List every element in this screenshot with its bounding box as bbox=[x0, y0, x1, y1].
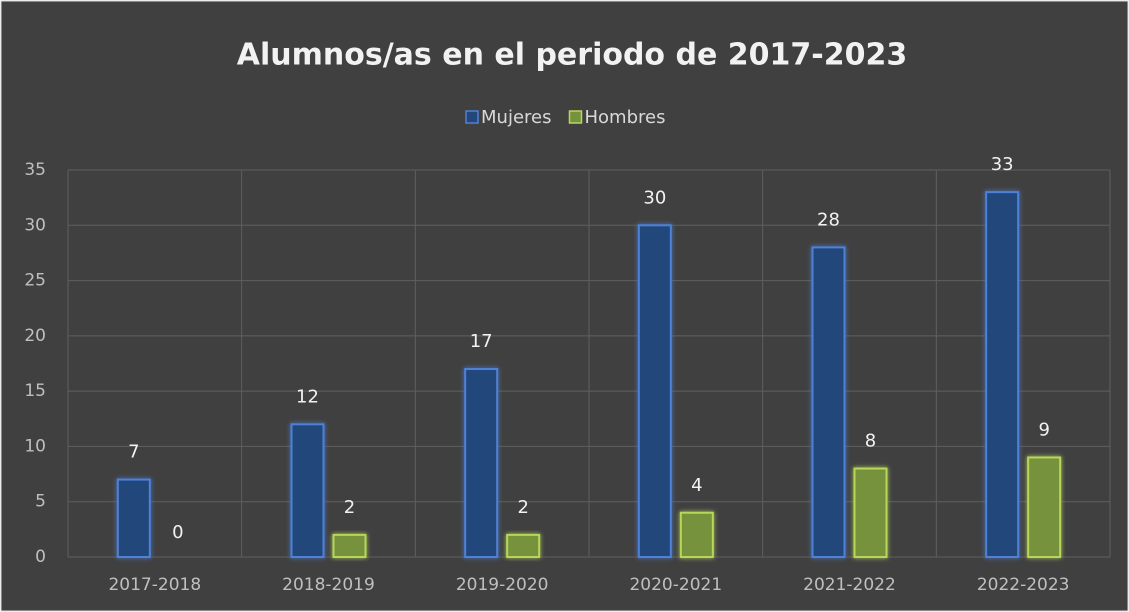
bar bbox=[853, 467, 888, 558]
legend-label: Hombres bbox=[584, 107, 665, 128]
data-label: 33 bbox=[991, 154, 1014, 175]
y-tick-label: 35 bbox=[24, 160, 46, 180]
y-tick-label: 15 bbox=[24, 381, 46, 401]
bar bbox=[985, 191, 1020, 558]
bar bbox=[116, 478, 151, 559]
x-tick-label: 2018-2019 bbox=[282, 575, 375, 595]
bar bbox=[506, 533, 541, 559]
legend-swatch bbox=[568, 110, 583, 124]
data-label: 0 bbox=[172, 522, 183, 543]
y-tick-label: 0 bbox=[35, 547, 46, 567]
data-label: 8 bbox=[865, 431, 876, 452]
data-label: 17 bbox=[470, 331, 493, 352]
y-tick-label: 5 bbox=[35, 492, 46, 512]
legend: Mujeres Hombres bbox=[465, 107, 665, 128]
data-label: 4 bbox=[691, 475, 702, 496]
bar bbox=[1027, 456, 1062, 558]
y-tick-label: 20 bbox=[24, 326, 46, 346]
y-tick-label: 30 bbox=[24, 215, 46, 235]
data-label: 2 bbox=[344, 497, 355, 518]
chart-title: Alumnos/as en el periodo de 2017-2023 bbox=[237, 38, 907, 73]
data-label: 7 bbox=[128, 442, 139, 463]
bar bbox=[637, 224, 672, 559]
bar bbox=[290, 423, 325, 559]
x-tick-label: 2019-2020 bbox=[456, 575, 549, 595]
bar bbox=[811, 246, 846, 558]
legend-swatch bbox=[465, 110, 479, 124]
bar bbox=[679, 511, 714, 558]
x-tick-label: 2022-2023 bbox=[977, 575, 1070, 595]
y-tick-label: 25 bbox=[24, 271, 46, 291]
data-label: 12 bbox=[296, 386, 319, 407]
data-label: 2 bbox=[517, 497, 528, 518]
x-tick-label: 2020-2021 bbox=[629, 575, 722, 595]
data-label: 9 bbox=[1038, 419, 1049, 440]
x-tick-label: 2021-2022 bbox=[803, 575, 896, 595]
bar bbox=[332, 533, 367, 559]
x-tick-label: 2017-2018 bbox=[108, 575, 201, 595]
data-label: 30 bbox=[643, 187, 666, 208]
y-tick-label: 10 bbox=[24, 436, 46, 456]
bar bbox=[464, 368, 499, 558]
data-label: 28 bbox=[817, 209, 840, 230]
legend-label: Mujeres bbox=[481, 107, 551, 128]
